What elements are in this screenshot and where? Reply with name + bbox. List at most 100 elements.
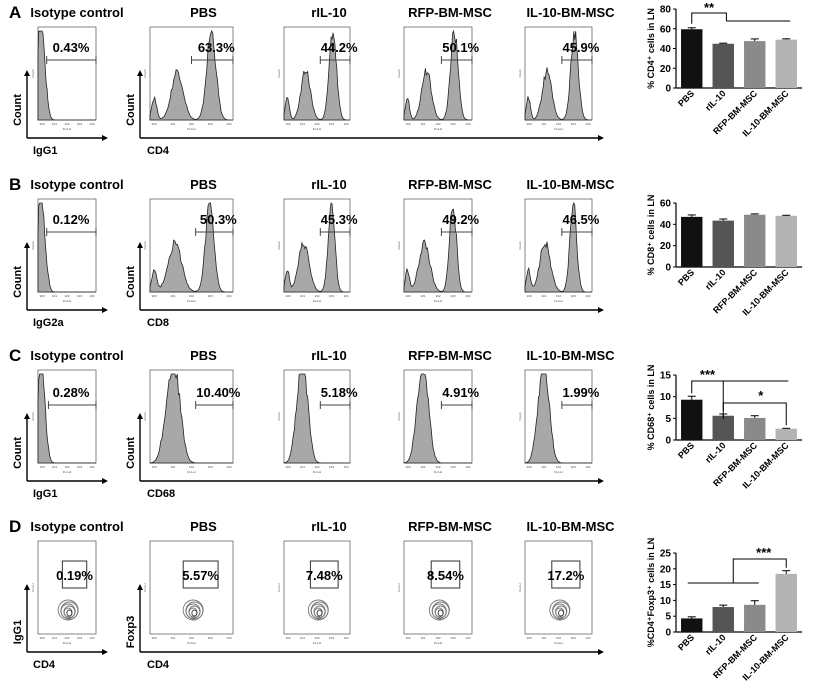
- gate-percent: 0.19%: [56, 568, 93, 583]
- axis-channel-label: FL4-H: [63, 299, 71, 303]
- plot-0-4: 100 101 102 103 104 FL4-H Count 45.9%: [518, 26, 600, 131]
- axis-channel-label: Count: [31, 69, 35, 77]
- axis-channel-label: Count: [518, 412, 522, 420]
- axis-channel-label: FL4-H: [63, 641, 71, 645]
- contour-ring: [66, 609, 73, 617]
- gate-percent: 10.40%: [196, 385, 241, 400]
- axis-channel-label: FL1-H: [434, 470, 442, 474]
- axis-tick-label: 101: [52, 294, 57, 298]
- bar: [712, 220, 734, 267]
- gate-percent: 45.9%: [562, 40, 599, 55]
- plot-1-1: 100 101 102 103 104 FL4-H Count 50.3%: [143, 198, 237, 303]
- axis-channel-label: FL2-H: [277, 583, 281, 591]
- significance-bracket: [722, 402, 787, 426]
- plot-title: Isotype control: [30, 519, 123, 534]
- plot-2-4: 100 101 102 103 104 FL1-H Count 1.99%: [518, 369, 600, 474]
- plot-title: PBS: [190, 177, 217, 192]
- plot-0-1: 100 101 102 103 104 FL4-H Count 63.3%: [143, 26, 235, 131]
- axis-tick-label: 104: [343, 636, 348, 640]
- axis-tick-label: 101: [170, 122, 175, 126]
- axis-channel-label: Count: [143, 412, 147, 420]
- plot-title: RFP-BM-MSC: [408, 5, 492, 20]
- y-axis-arrow-head: [137, 242, 143, 248]
- plot-1-3: 100 101 102 103 104 FL4-H Count 49.2%: [397, 198, 480, 303]
- plot-2-2: 100 101 102 103 104 FL1-H Count 5.18%: [277, 369, 358, 474]
- plot-frame: [524, 540, 593, 635]
- axis-tick-label: 102: [435, 122, 440, 126]
- axis-tick-label: 103: [450, 636, 455, 640]
- axis-tick-label: 104: [226, 122, 231, 126]
- plot-3-4: 100 101 102 103 104 FL4-H FL2-H 17.2%: [518, 540, 593, 645]
- histogram: [403, 29, 472, 121]
- bar-y-tick-label: 15: [660, 580, 672, 591]
- bar: [744, 417, 766, 440]
- contour-ring: [191, 609, 198, 617]
- axis-channel-label: FL2-H: [518, 583, 522, 591]
- axis-tick-label: 103: [77, 636, 82, 640]
- gate-percent: 7.48%: [306, 568, 343, 583]
- axis-tick-label: 101: [541, 636, 546, 640]
- x-axis-arrow-head: [598, 135, 604, 141]
- axis-tick-label: 101: [420, 465, 425, 469]
- axis-channel-label: FL4-H: [187, 641, 195, 645]
- bar-y-tick-label: 20: [660, 241, 672, 252]
- gate-percent: 5.18%: [321, 385, 358, 400]
- axis-tick-label: 100: [151, 294, 156, 298]
- bar: [744, 604, 766, 632]
- axis-tick-label: 101: [300, 465, 305, 469]
- bar: [775, 215, 797, 267]
- bar-y-tick-label: 5: [665, 414, 671, 425]
- axis-tick-label: 100: [285, 294, 290, 298]
- axis-tick-label: 100: [285, 465, 290, 469]
- y-axis-arrow-head: [24, 242, 30, 248]
- gate-percent: 44.2%: [321, 40, 358, 55]
- y-axis-label: Count: [12, 437, 24, 469]
- x-axis-arrow-head: [598, 649, 604, 655]
- plot-title: rIL-10: [311, 348, 346, 363]
- bar-category-label: PBS: [676, 88, 696, 108]
- axis-tick-label: 102: [435, 465, 440, 469]
- axis-tick-label: 101: [541, 294, 546, 298]
- bar-y-tick-label: 15: [660, 371, 672, 382]
- gate-percent: 0.28%: [53, 385, 90, 400]
- axis-tick-label: 103: [77, 122, 82, 126]
- gate-box: [61, 560, 88, 589]
- bar-y-tick-label: 40: [660, 44, 672, 55]
- bar-y-axis-label: % CD68⁺ cells in LN: [646, 365, 656, 451]
- axis-tick-label: 103: [329, 122, 334, 126]
- panel-label: C: [9, 346, 21, 365]
- plot-frame: [283, 540, 351, 635]
- plot-3-2: 100 101 102 103 104 FL4-H FL2-H 7.48%: [277, 540, 351, 645]
- axis-channel-label: FL2-H: [143, 583, 147, 591]
- histogram: [37, 202, 96, 293]
- axis-tick-label: 104: [89, 294, 94, 298]
- axis-channel-label: FL1-H: [554, 470, 562, 474]
- axis-tick-label: 101: [541, 122, 546, 126]
- gate-percent: 5.57%: [182, 568, 219, 583]
- axis-tick-label: 102: [64, 465, 69, 469]
- axis-tick-label: 102: [189, 294, 194, 298]
- bar-y-tick-label: 10: [660, 392, 672, 403]
- axis-tick-label: 104: [465, 122, 470, 126]
- gate-percent: 8.54%: [427, 568, 464, 583]
- plot-title: RFP-BM-MSC: [408, 519, 492, 534]
- axis-tick-label: 101: [300, 636, 305, 640]
- plot-2-1: 100 101 102 103 104 FL1-H Count 10.40%: [143, 369, 241, 474]
- bar-y-tick-label: 0: [665, 84, 671, 95]
- axis-tick-label: 102: [314, 465, 319, 469]
- bar-y-tick-label: 0: [665, 263, 671, 274]
- y-axis-label: Count: [125, 94, 137, 126]
- axis-tick-label: 100: [39, 465, 44, 469]
- bar-y-tick-label: 60: [660, 24, 672, 35]
- y-axis-arrow-head: [137, 70, 143, 76]
- axis-tick-label: 103: [208, 122, 213, 126]
- axis-tick-label: 104: [226, 636, 231, 640]
- axis-tick-label: 102: [435, 294, 440, 298]
- significance-label: ***: [756, 545, 772, 560]
- plot-frame: [403, 540, 473, 635]
- axis-tick-label: 101: [170, 636, 175, 640]
- axis-tick-label: 102: [435, 636, 440, 640]
- axis-tick-label: 100: [39, 636, 44, 640]
- axis-channel-label: FL4-H: [187, 299, 195, 303]
